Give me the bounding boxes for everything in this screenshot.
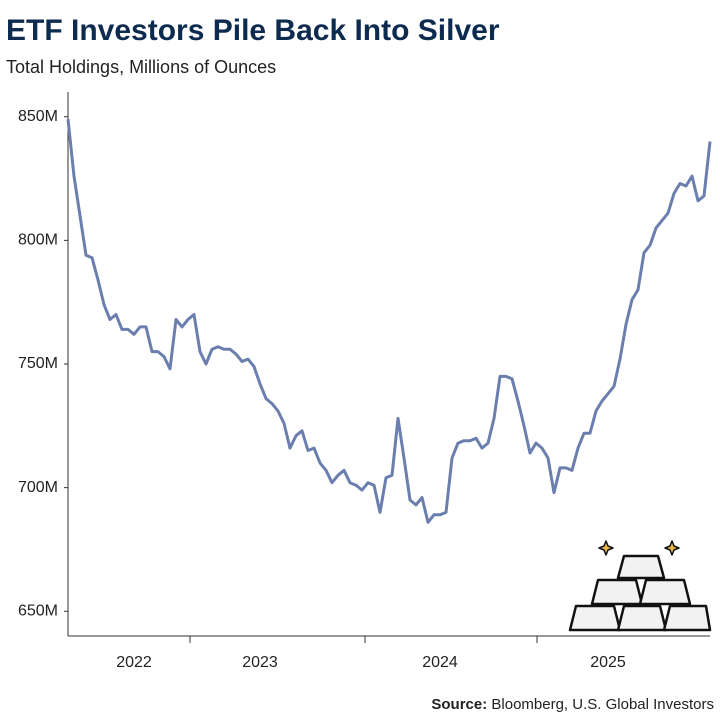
- x-tick-label: 2023: [242, 654, 278, 671]
- source-label: Source:: [431, 696, 487, 713]
- chart-subtitle: Total Holdings, Millions of Ounces: [6, 57, 276, 77]
- source: Source: Bloomberg, U.S. Global Investors: [431, 696, 714, 713]
- y-tick-label: 650M: [18, 602, 58, 619]
- source-text: Bloomberg, U.S. Global Investors: [491, 696, 714, 713]
- chart-title: ETF Investors Pile Back Into Silver: [6, 14, 500, 47]
- x-tick-label: 2024: [422, 654, 458, 671]
- y-tick-label: 800M: [18, 232, 58, 249]
- y-tick-label: 750M: [18, 355, 58, 372]
- x-tick-label: 2022: [116, 654, 152, 671]
- y-tick-label: 850M: [18, 108, 58, 125]
- x-tick-label: 2025: [590, 654, 626, 671]
- data-line: [66, 119, 712, 524]
- y-tick-label: 700M: [18, 479, 58, 496]
- silver-bars-icon: [568, 540, 712, 632]
